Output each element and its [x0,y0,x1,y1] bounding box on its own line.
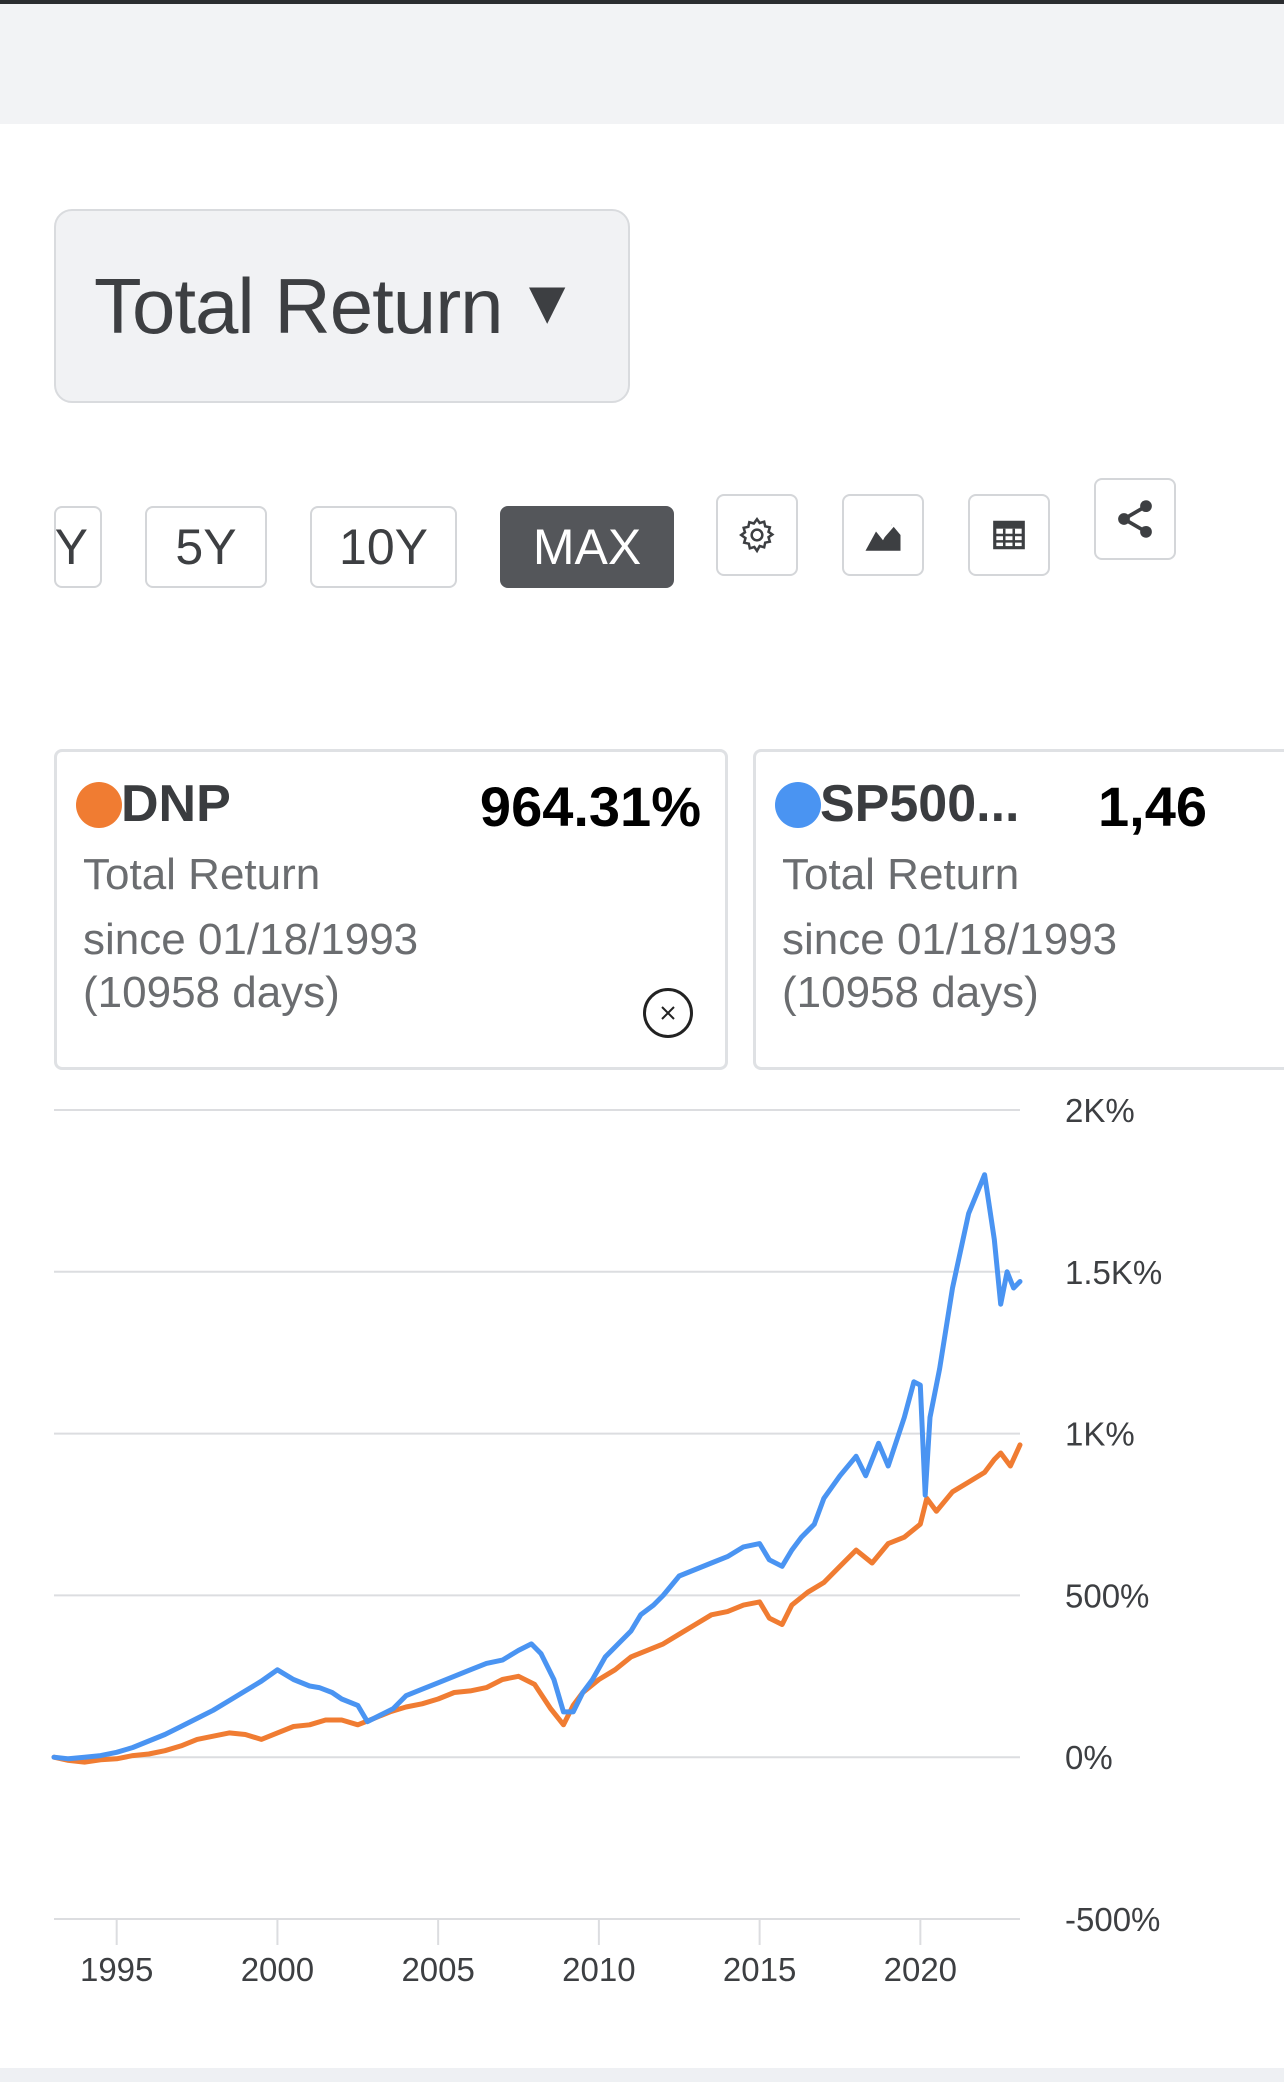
x-tick-label: 2005 [401,1951,474,1988]
metric-dropdown[interactable]: Total Return ▼ [54,209,630,403]
range-button-max[interactable]: MAX [500,506,674,588]
table-icon [993,520,1025,550]
y-tick-label: 500% [1065,1577,1149,1614]
series-ticker: DNP [121,775,231,833]
y-tick-label: 1.5K% [1065,1254,1162,1291]
range-button-label: Y [54,519,88,575]
series-line-dnp [51,1442,1023,1765]
series-value: 964.31% [479,775,701,838]
chart-type-button[interactable] [842,494,924,576]
series-metric: Total Return [782,850,1020,899]
series-ticker: SP500... [820,775,1020,833]
bottom-bar [0,2068,1284,2082]
caret-down-icon: ▼ [516,267,578,337]
area-chart-icon [864,520,901,551]
table-view-button[interactable] [968,494,1050,576]
share-button[interactable] [1094,478,1176,560]
metric-dropdown-label: Total Return [94,261,504,350]
gear-icon [739,517,775,554]
x-tick-label: 2000 [241,1951,314,1988]
series-card-sp500: SP500... 1,46 Total Return since 01/18/1… [753,749,1284,1070]
series-line-sp500 [51,1172,1023,1762]
x-tick-label: 1995 [80,1951,153,1988]
total-return-chart: -500% 0% 500% 1K% 1.5K% 2K% 1995 2000 2005 2010 20… [51,1092,1162,1988]
x-tick-label: 2020 [884,1951,957,1988]
series-days: (10958 days) [782,968,1039,1017]
range-button-1y[interactable]: Y [54,506,102,588]
y-tick-label: -500% [1065,1901,1160,1938]
y-tick-label: 0% [1065,1739,1113,1776]
series-color-dot [76,782,122,828]
y-tick-label: 2K% [1065,1092,1135,1129]
series-value: 1,46 [1098,775,1207,838]
series-since: since 01/18/1993 [83,915,419,964]
range-button-label: 5Y [175,519,237,575]
range-button-5y[interactable]: 5Y [145,506,267,588]
series-color-dot [775,782,821,828]
remove-series-button[interactable] [643,988,693,1038]
x-tick-label: 2015 [723,1951,796,1988]
top-edge [0,0,1284,4]
series-days: (10958 days) [83,968,340,1017]
close-icon [661,1006,675,1020]
range-button-label: MAX [532,519,642,575]
top-bar [0,4,1284,124]
series-card-dnp: DNP 964.31% Total Return since 01/18/199… [54,749,728,1070]
settings-button[interactable] [716,494,798,576]
y-tick-label: 1K% [1065,1416,1135,1453]
share-icon [1118,500,1152,538]
series-since: since 01/18/1993 [782,915,1118,964]
range-button-10y[interactable]: 10Y [310,506,457,588]
x-tick-label: 2010 [562,1951,635,1988]
range-button-label: 10Y [339,519,428,575]
series-metric: Total Return [83,850,321,899]
